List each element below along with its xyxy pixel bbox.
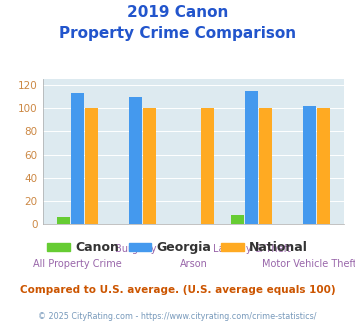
Bar xyxy=(245,91,258,224)
Bar xyxy=(129,97,142,224)
Bar xyxy=(317,108,330,224)
Bar xyxy=(303,106,316,224)
Bar xyxy=(201,108,214,224)
Text: 2019 Canon: 2019 Canon xyxy=(127,5,228,20)
Bar xyxy=(85,108,98,224)
Bar xyxy=(71,93,84,224)
Bar xyxy=(231,215,244,224)
Text: © 2025 CityRating.com - https://www.cityrating.com/crime-statistics/: © 2025 CityRating.com - https://www.city… xyxy=(38,312,317,321)
Text: All Property Crime: All Property Crime xyxy=(33,259,122,269)
Text: Arson: Arson xyxy=(180,259,207,269)
Bar xyxy=(259,108,272,224)
Bar xyxy=(143,108,156,224)
Text: Motor Vehicle Theft: Motor Vehicle Theft xyxy=(262,259,355,269)
Bar xyxy=(57,217,70,224)
Text: Compared to U.S. average. (U.S. average equals 100): Compared to U.S. average. (U.S. average … xyxy=(20,285,335,295)
Text: Larceny & Theft: Larceny & Theft xyxy=(213,244,290,254)
Legend: Canon, Georgia, National: Canon, Georgia, National xyxy=(43,236,312,259)
Text: Burglary: Burglary xyxy=(115,244,156,254)
Text: Property Crime Comparison: Property Crime Comparison xyxy=(59,26,296,41)
